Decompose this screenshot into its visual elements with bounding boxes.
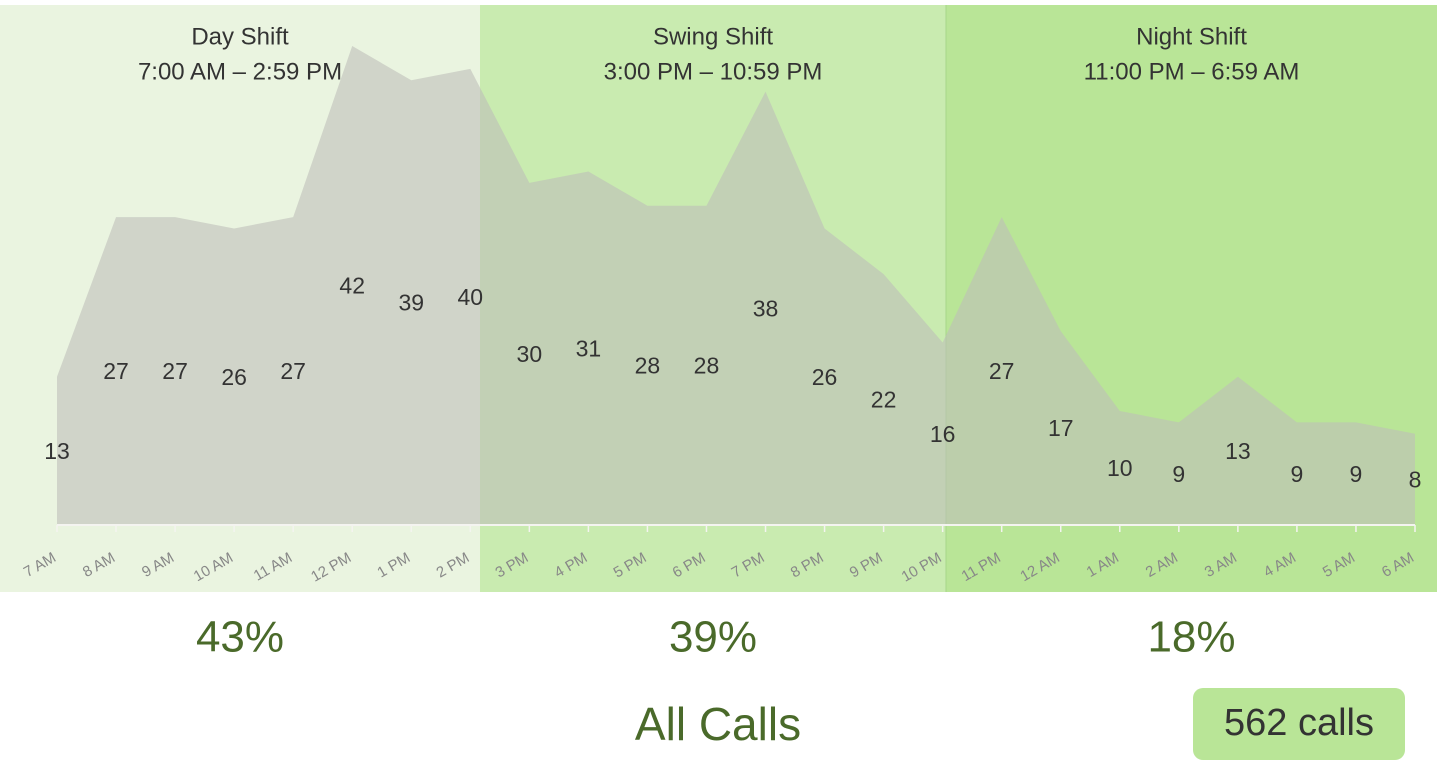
total-label: 562 calls [1224,702,1374,744]
shift-share: 18% [1147,613,1235,662]
data-label: 13 [44,438,70,464]
data-label: 13 [1225,438,1251,464]
data-label: 26 [812,364,838,390]
shift-share: 43% [196,613,284,662]
data-label: 27 [989,358,1015,384]
shift-name: Swing Shift [653,23,773,50]
data-label: 9 [1350,461,1363,487]
data-label: 8 [1409,466,1422,492]
data-label: 27 [280,358,306,384]
data-label: 28 [635,352,661,378]
data-label: 9 [1172,461,1185,487]
data-label: 10 [1107,455,1133,481]
data-label: 9 [1291,461,1304,487]
data-label: 31 [576,335,602,361]
data-label: 40 [458,284,484,310]
chart-title: All Calls [635,698,801,750]
total-badge [1193,688,1405,760]
data-label: 17 [1048,415,1074,441]
data-label: 30 [517,341,543,367]
data-label: 27 [162,358,188,384]
data-label: 16 [930,421,956,447]
data-label: 28 [694,352,720,378]
shift-name: Night Shift [1136,23,1247,50]
shift-name: Day Shift [191,23,289,50]
shift-hours: 3:00 PM – 10:59 PM [604,58,823,85]
data-label: 27 [103,358,129,384]
data-label: 38 [753,295,779,321]
data-label: 22 [871,387,897,413]
data-label: 26 [221,364,247,390]
shift-hours: 7:00 AM – 2:59 PM [138,58,342,85]
data-label: 39 [398,290,424,316]
shift-hours: 11:00 PM – 6:59 AM [1084,58,1300,85]
shift-share: 39% [669,613,757,662]
data-label: 42 [339,273,365,299]
area [57,46,1415,525]
